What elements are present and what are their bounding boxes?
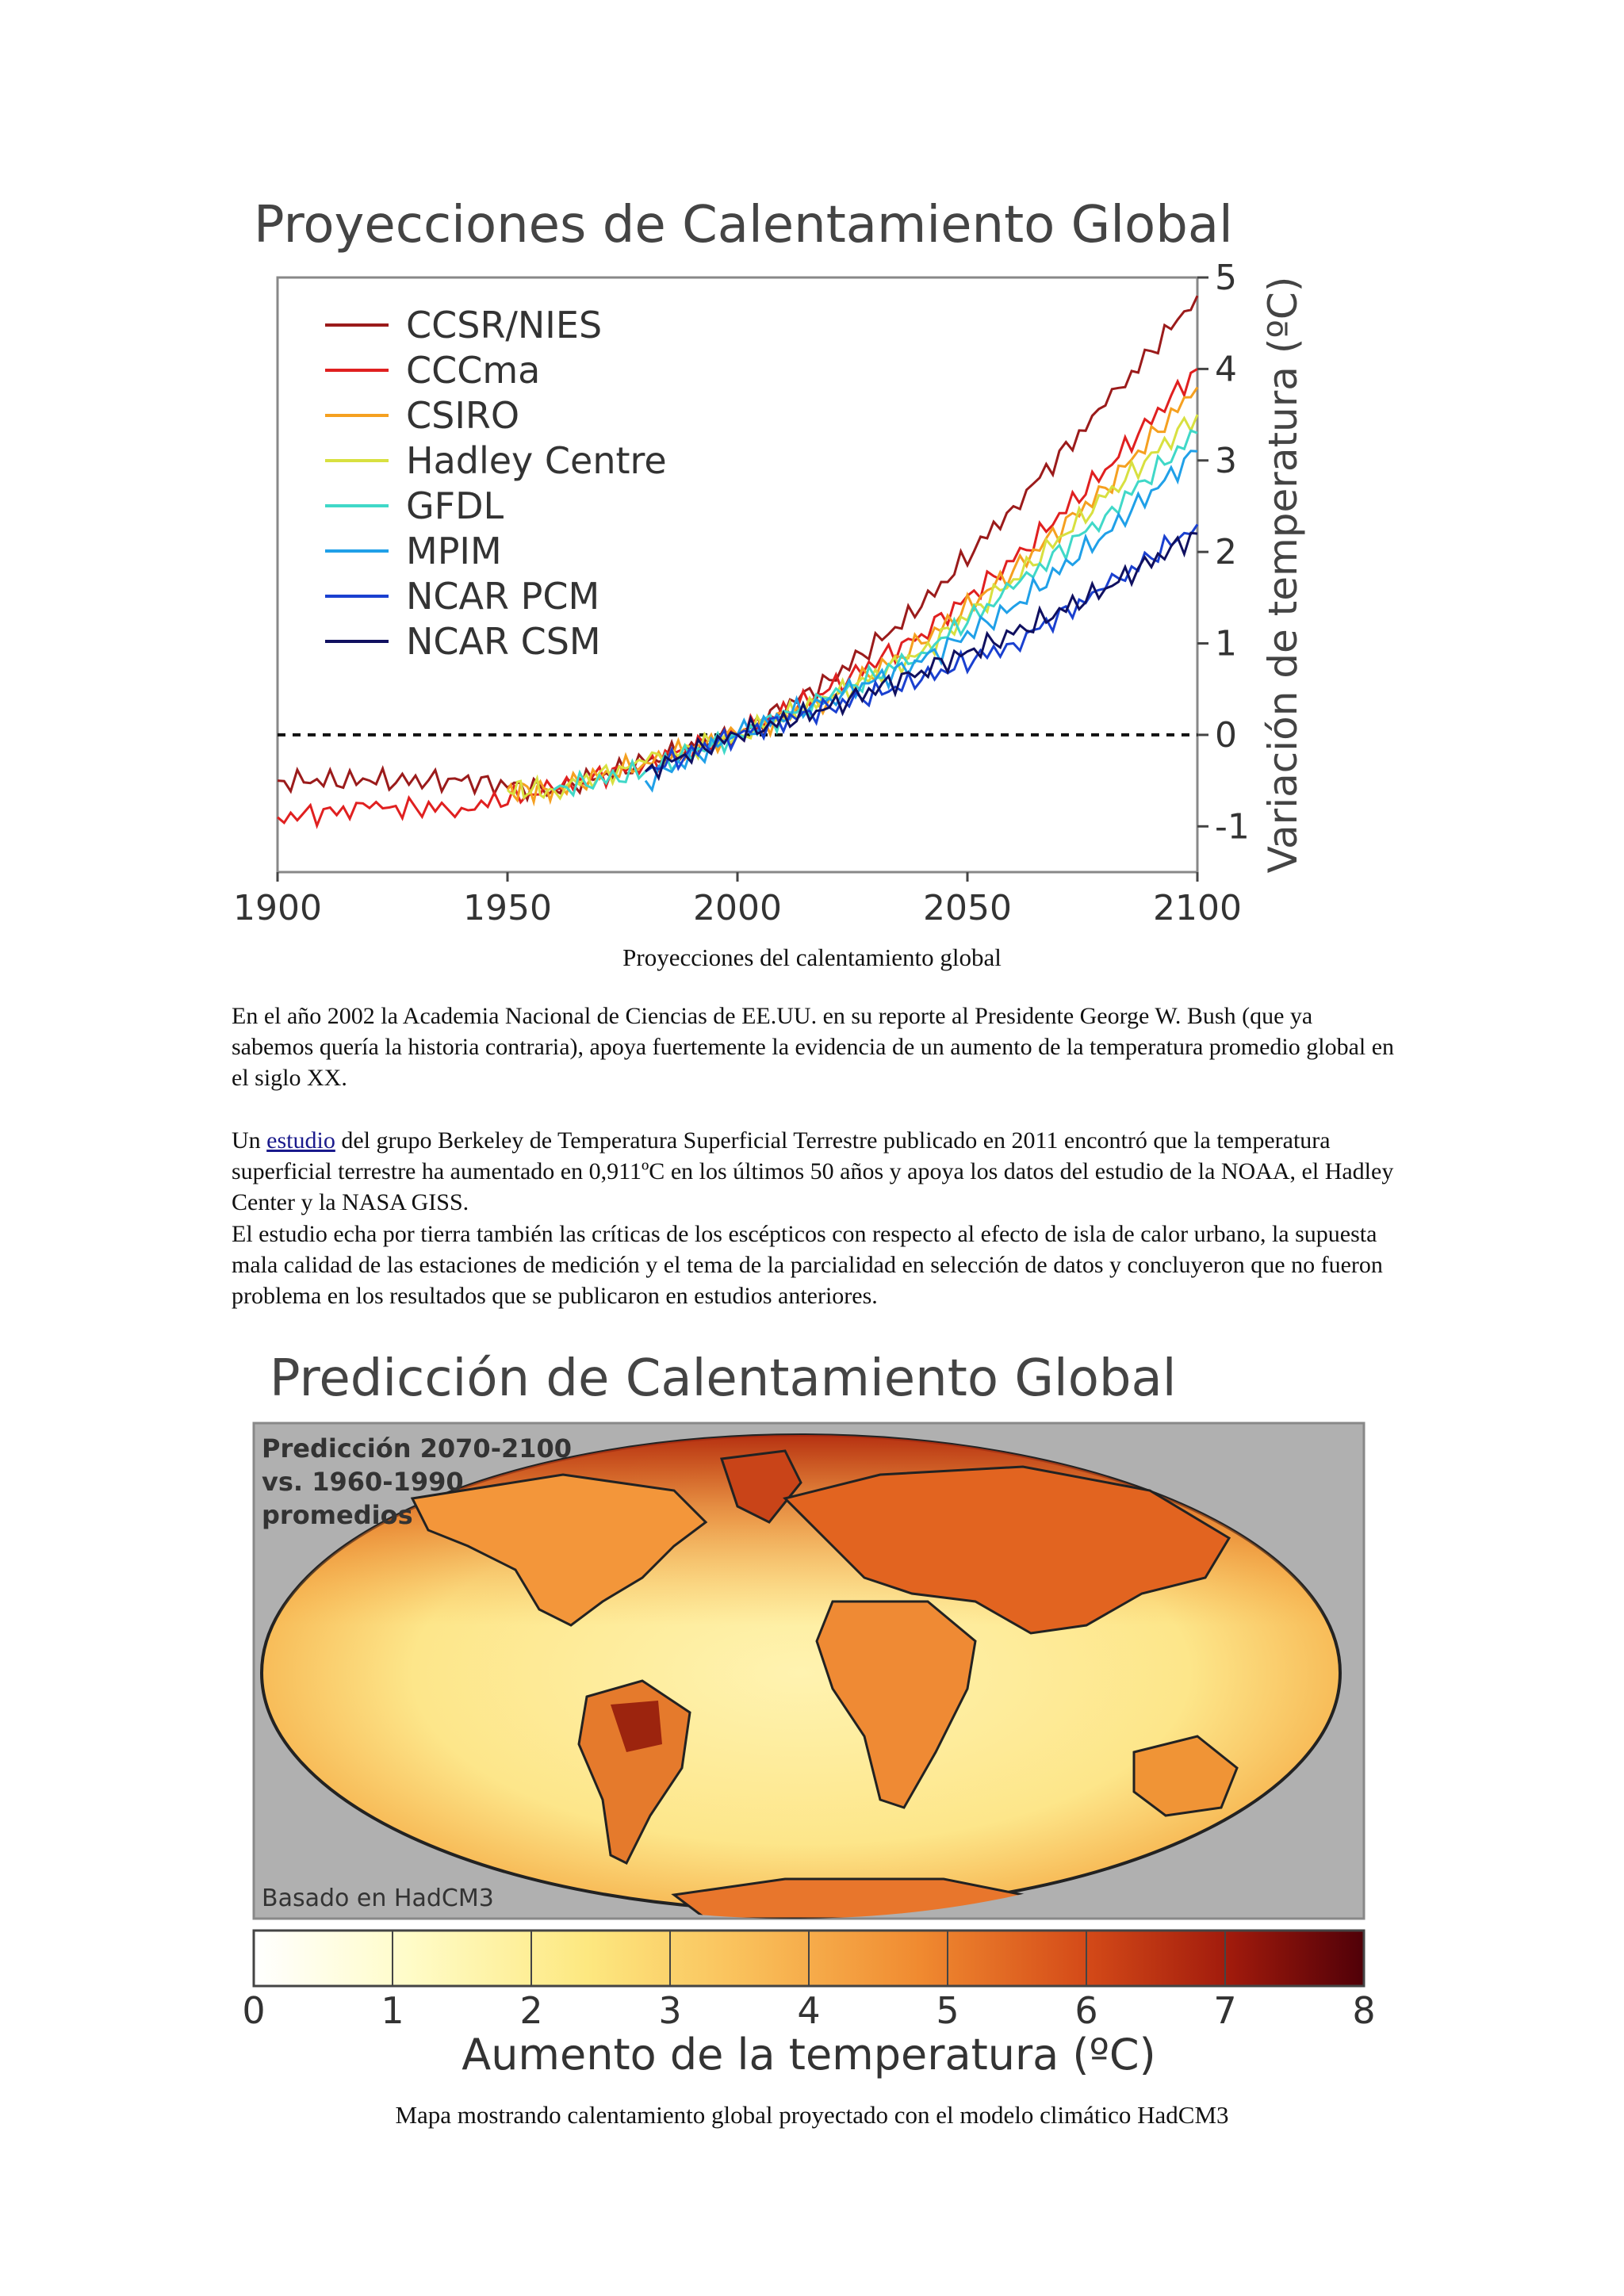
legend-label-6: NCAR PCM (406, 575, 599, 618)
inset-line-3: promedios (262, 1500, 413, 1530)
x-tick-label-4: 2100 (1153, 888, 1242, 928)
legend-label-5: MPIM (406, 530, 502, 572)
x-tick-label-2: 2000 (693, 888, 782, 928)
estudio-link[interactable]: estudio (266, 1127, 335, 1154)
colorbar-tick-label-1: 1 (381, 1989, 404, 2032)
paragraph-3: El estudio echa por tierra también las c… (232, 1221, 1383, 1309)
y-axis-label: Variación de temperatura (ºC) (1260, 277, 1306, 874)
warming-map-figure: Predicción de Calentamiento Global Predi… (242, 1349, 1376, 2080)
paragraph-2: Un estudio del grupo Berkeley de Tempera… (232, 1125, 1397, 1218)
y-tick-label-5: 4 (1215, 349, 1237, 389)
paragraph-2-prefix: Un (232, 1127, 267, 1154)
colorbar-tick-label-2: 2 (519, 1989, 542, 2032)
y-tick-label-3: 2 (1215, 532, 1237, 572)
colorbar-tick-label-5: 5 (936, 1989, 959, 2032)
projections-chart: Proyecciones de Calentamiento Global 190… (233, 196, 1306, 928)
y-tick-label-4: 3 (1215, 441, 1237, 481)
map-title: Predicción de Calentamiento Global (270, 1349, 1176, 1408)
paragraph-2-rest: del grupo Berkeley de Temperatura Superf… (232, 1127, 1394, 1215)
legend-label-0: CCSR/NIES (406, 304, 602, 346)
figure2-caption: Mapa mostrando calentamiento global proy… (395, 2101, 1229, 2129)
legend-label-4: GFDL (406, 484, 504, 527)
colorbar-tick-label-8: 8 (1352, 1989, 1375, 2032)
legend-label-3: Hadley Centre (406, 439, 667, 482)
y-tick-label-1: 0 (1215, 715, 1237, 756)
chart-title: Proyecciones de Calentamiento Global (254, 196, 1233, 254)
x-tick-label-3: 2050 (923, 888, 1012, 928)
colorbar-tick-label-6: 6 (1074, 1989, 1097, 2032)
colorbar-tick-label-3: 3 (658, 1989, 681, 2032)
plot-frame (276, 276, 1199, 874)
source-note: Basado en HadCM3 (262, 1885, 494, 1912)
inset-line-2: vs. 1960-1990 (262, 1467, 464, 1497)
y-tick-label-0: -1 (1215, 806, 1250, 847)
x-tick-label-0: 1900 (233, 888, 322, 928)
colorbar-tick-label-0: 0 (242, 1989, 265, 2032)
x-tick-label-1: 1950 (463, 888, 552, 928)
paragraph-1: En el año 2002 la Academia Nacional de C… (232, 1003, 1395, 1091)
legend-label-7: NCAR CSM (406, 620, 601, 663)
figure1-caption: Proyecciones del calentamiento global (622, 943, 1002, 971)
colorbar-tick-label-7: 7 (1213, 1989, 1236, 2032)
colorbar-label: Aumento de la temperatura (ºC) (462, 2030, 1155, 2080)
colorbar-ticks: 0 1 2 3 4 5 6 7 8 (242, 1931, 1376, 2032)
y-tick-label-6: 5 (1215, 258, 1237, 298)
series-line-7 (644, 531, 1198, 782)
y-tick-label-2: 1 (1215, 624, 1237, 664)
legend-label-1: CCCma (406, 349, 540, 392)
world-map (260, 1433, 1342, 1919)
colorbar-tick-label-4: 4 (797, 1989, 820, 2032)
map-inset-label: Predicción 2070-2100 vs. 1960-1990 prome… (262, 1433, 572, 1530)
legend-label-2: CSIRO (406, 394, 519, 437)
inset-line-1: Predicción 2070-2100 (262, 1433, 572, 1464)
